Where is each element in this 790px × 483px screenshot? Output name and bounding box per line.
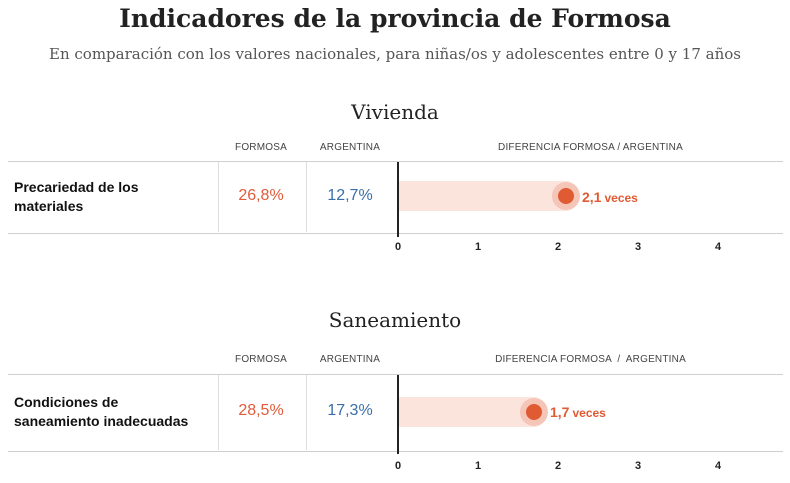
axis-zero-line: [397, 162, 399, 237]
ratio-value: 1,7: [550, 404, 570, 420]
ratio-unit: veces: [604, 191, 638, 205]
row-label-line: materiales: [14, 198, 84, 214]
x-tick-label: 4: [714, 241, 722, 253]
row-label-line: saneamiento inadecuadas: [14, 413, 189, 429]
x-tick-label: 2: [554, 241, 562, 253]
argentina-value: 17,3%: [327, 402, 373, 419]
ratio-dot: [526, 404, 542, 420]
argentina-value: 12,7%: [327, 187, 373, 204]
ratio-value: 2,1: [582, 189, 602, 205]
col-header-diferencia: DIFERENCIA FORMOSA / ARGENTINA: [498, 142, 683, 153]
x-tick-label: 3: [634, 460, 642, 472]
section-title: Vivienda: [351, 100, 439, 124]
col-header-diferencia: DIFERENCIA FORMOSA / ARGENTINA: [495, 354, 686, 365]
column-divider: [218, 162, 219, 232]
column-divider: [218, 375, 219, 450]
formosa-value: 26,8%: [238, 187, 284, 204]
x-tick-label: 0: [394, 460, 402, 472]
table-row: [8, 161, 783, 234]
column-divider: [306, 162, 307, 232]
page-subtitle: En comparación con los valores nacionale…: [49, 45, 741, 63]
page-title: Indicadores de la provincia de Formosa: [119, 4, 671, 33]
x-tick-label: 1: [474, 241, 482, 253]
row-label-line: Precariedad de los: [14, 179, 139, 195]
col-header-formosa: FORMOSA: [235, 142, 287, 153]
section-title: Saneamiento: [328, 308, 462, 332]
ratio-dot: [558, 188, 574, 204]
ratio-value-label: 1,7 veces: [550, 404, 606, 422]
table-row: [8, 374, 783, 452]
x-tick-label: 3: [634, 241, 642, 253]
x-tick-label: 4: [714, 460, 722, 472]
row-label-line: Condiciones de: [14, 394, 119, 410]
ratio-bar: [398, 181, 580, 211]
x-tick-label: 0: [394, 241, 402, 253]
row-label: Condiciones de saneamiento inadecuadas: [14, 393, 188, 431]
col-header-argentina: ARGENTINA: [319, 354, 381, 365]
col-header-formosa: FORMOSA: [235, 354, 287, 365]
column-divider: [306, 375, 307, 450]
x-tick-label: 1: [474, 460, 482, 472]
ratio-unit: veces: [572, 406, 606, 420]
ratio-value-label: 2,1 veces: [582, 189, 638, 207]
ratio-bar: [398, 397, 548, 427]
col-header-argentina: ARGENTINA: [319, 142, 381, 153]
row-label: Precariedad de los materiales: [14, 178, 139, 216]
formosa-value: 28,5%: [238, 402, 284, 419]
x-tick-label: 2: [554, 460, 562, 472]
axis-zero-line: [397, 375, 399, 454]
